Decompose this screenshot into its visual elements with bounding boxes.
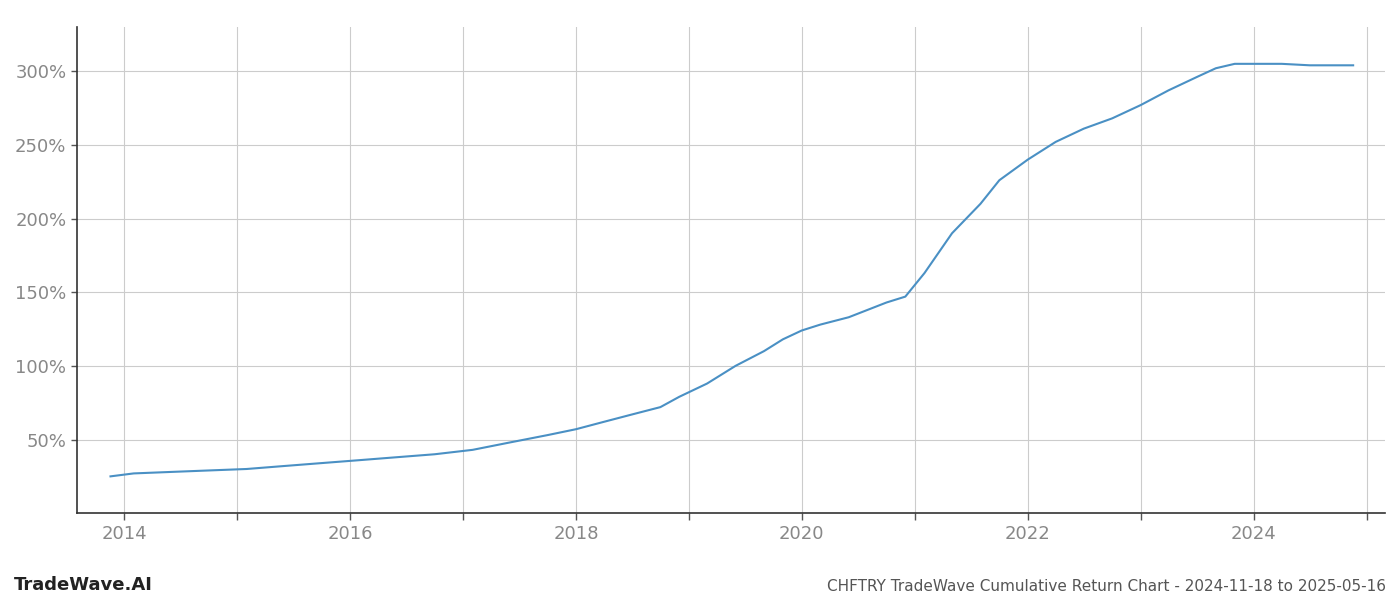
Text: CHFTRY TradeWave Cumulative Return Chart - 2024-11-18 to 2025-05-16: CHFTRY TradeWave Cumulative Return Chart… — [827, 579, 1386, 594]
Text: TradeWave.AI: TradeWave.AI — [14, 576, 153, 594]
